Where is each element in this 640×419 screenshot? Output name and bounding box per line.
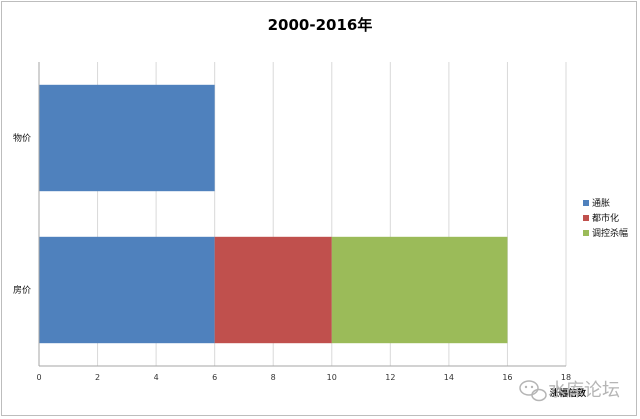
- bar-1-series-1: [214, 236, 332, 344]
- chart-title: 2000-2016年: [268, 16, 373, 34]
- axes: [38, 62, 566, 367]
- x-tick-label-6: 6: [212, 373, 217, 382]
- legend-label-2: 调控杀幅: [592, 227, 628, 239]
- x-axis-title: 涨幅倍数: [550, 387, 587, 399]
- bar-1-series-2: [331, 236, 508, 344]
- x-tick-label-10: 10: [327, 373, 337, 382]
- bar-0-series-0: [39, 84, 215, 192]
- wechat-icon: [519, 380, 547, 402]
- x-tick-label-12: 12: [385, 373, 395, 382]
- legend-swatch-2: [583, 230, 589, 236]
- x-tick-label-8: 8: [271, 373, 276, 382]
- x-tick-label-18: 18: [561, 373, 571, 382]
- category-label-0: 物价: [13, 132, 31, 144]
- x-tick-label-14: 14: [444, 373, 454, 382]
- x-tick-label-4: 4: [154, 373, 159, 382]
- bars: [39, 84, 508, 344]
- legend-label-0: 通胀: [592, 198, 610, 209]
- legend-swatch-0: [583, 200, 589, 206]
- watermark-text: 水库论坛: [548, 380, 620, 401]
- x-tick-label-16: 16: [502, 373, 512, 382]
- legend-label-1: 都市化: [592, 212, 619, 224]
- legend-swatch-1: [583, 215, 589, 221]
- bar-1-series-0: [39, 236, 215, 344]
- x-tick-label-2: 2: [95, 373, 100, 382]
- category-label-1: 房价: [13, 284, 31, 296]
- watermark: 水库论坛: [519, 380, 620, 402]
- x-tick-label-0: 0: [36, 373, 41, 382]
- x-tick-labels: 0 2 4 6 8 10 12 14 16 18: [36, 373, 571, 382]
